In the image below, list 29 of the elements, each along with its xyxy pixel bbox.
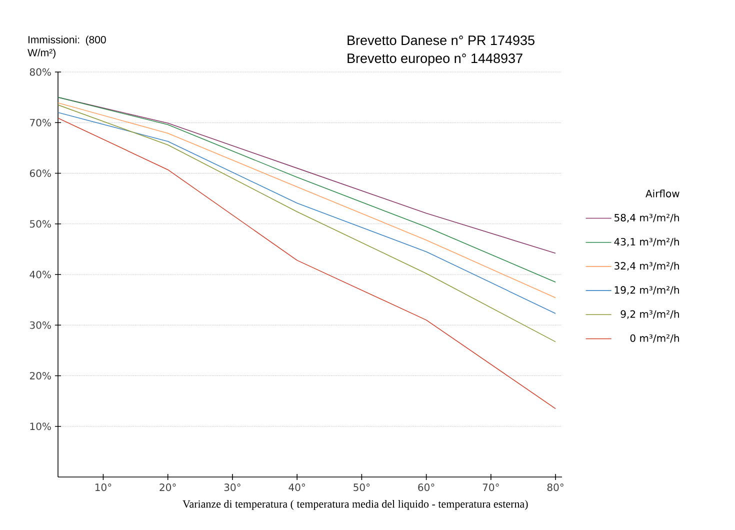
legend-label: 43,1 m³/m²/h xyxy=(614,238,679,247)
y-tick-label: 60% xyxy=(30,169,51,178)
y-tick-label: 50% xyxy=(30,220,51,228)
legend-label: 0 m³/m²/h xyxy=(630,334,679,343)
text: Brevetto Danese n° PR 174935 xyxy=(348,36,534,46)
legend-label: 32,4 m³/m²/h xyxy=(614,262,679,271)
y-tick-label: 20% xyxy=(30,372,51,380)
x-axis-title: Varianze di temperatura ( temperatura media del liquido - temperatura esterna) xyxy=(182,500,528,510)
x-tick-label: 70° xyxy=(482,484,499,492)
y-axis-title: Immissioni: (800 W/m²) xyxy=(28,36,106,58)
legend-label: 9,2 m³/m²/h xyxy=(620,310,679,319)
y-tick-label: 30% xyxy=(30,321,51,329)
legend-title: Airflow xyxy=(646,190,680,198)
x-tick-label: 30° xyxy=(224,484,240,492)
x-tick-label: 60° xyxy=(418,484,434,492)
y-tick-label: 10% xyxy=(30,422,51,430)
y-tick-label: 40% xyxy=(30,270,51,278)
x-tick-label: 10° xyxy=(95,484,112,492)
text: Brevetto europeo n° 1448937 xyxy=(348,54,522,66)
x-tick-label: 80° xyxy=(547,484,564,492)
line-series xyxy=(58,118,556,410)
x-tick-label: 50° xyxy=(354,484,370,492)
line-series xyxy=(58,104,556,342)
y-tick-label: 80% xyxy=(30,68,51,76)
x-tick-label: 40° xyxy=(288,484,305,492)
y-tick-label: 70% xyxy=(30,118,51,126)
legend-label: 58,4 m³/m²/h xyxy=(614,214,679,222)
x-tick-label: 20° xyxy=(160,484,176,492)
legend-label: 19,2 m³/m²/h xyxy=(614,286,679,295)
